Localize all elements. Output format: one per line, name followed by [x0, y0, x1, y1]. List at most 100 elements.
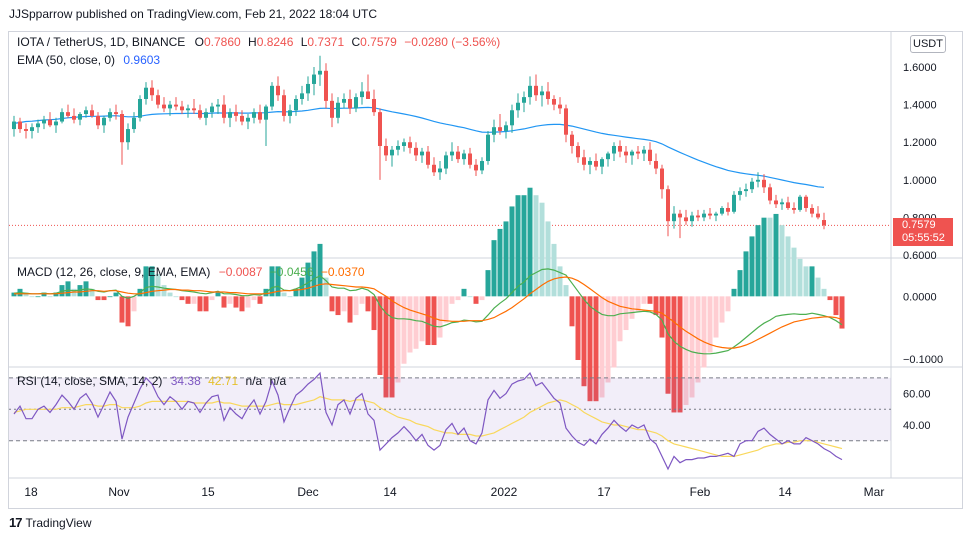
candle-body	[504, 125, 508, 131]
candle-body	[480, 161, 484, 171]
macd-histogram-bar	[317, 243, 323, 297]
time-tick-label: 17	[597, 485, 611, 499]
ema-label[interactable]: EMA (50, close, 0)	[17, 53, 116, 67]
macd-histogram-bar	[419, 296, 425, 342]
macd-histogram-bar	[719, 296, 725, 323]
candle-body	[678, 213, 682, 218]
candle-body	[612, 145, 616, 154]
price-tick-label: 0.6000	[903, 250, 937, 262]
macd-histogram-bar	[47, 296, 53, 298]
price-tick-label: 1.0000	[903, 175, 937, 187]
macd-histogram-bar	[185, 296, 191, 304]
price-legend: IOTA / TetherUS, 1D, BINANCE O0.7860 H0.…	[17, 35, 500, 49]
macd-histogram-bar	[557, 266, 563, 297]
candle-body	[396, 145, 400, 150]
time-tick-label: 18	[24, 485, 38, 499]
macd-histogram-bar	[227, 296, 233, 304]
macd-histogram-bar	[533, 195, 539, 297]
time-tick-label: 14	[778, 485, 792, 499]
macd-histogram-bar	[119, 296, 125, 323]
candle-body	[342, 98, 346, 103]
currency-button[interactable]: USDT	[910, 35, 946, 53]
macd-histogram-bar	[773, 213, 779, 297]
macd-histogram-bar	[437, 296, 443, 338]
macd-histogram-bar	[311, 251, 317, 297]
rsi-label[interactable]: RSI (14, close, SMA, 14, 2)	[17, 374, 163, 388]
macd-histogram-bar	[149, 266, 155, 297]
macd-histogram-bar	[575, 296, 581, 361]
candle-body	[498, 127, 502, 131]
rsi-legend: RSI (14, close, SMA, 14, 2) 34.38 42.71 …	[17, 374, 286, 388]
tradingview-logo[interactable]: 17 TradingView	[9, 515, 92, 530]
macd-histogram-bar	[527, 187, 533, 297]
candle-body	[414, 147, 418, 156]
macd-histogram-bar	[269, 266, 275, 297]
candle-body	[168, 104, 172, 109]
candle-body	[510, 110, 514, 126]
candle-body	[288, 110, 292, 116]
macd-histogram-bar	[839, 296, 845, 329]
macd-histogram-bar	[593, 296, 599, 402]
macd-line-value: −0.0456	[269, 265, 314, 279]
candle-body	[660, 168, 664, 190]
candle-body	[570, 134, 574, 146]
candle-body	[648, 149, 652, 162]
candle-body	[822, 220, 826, 226]
time-tick-label: Mar	[864, 485, 885, 499]
macd-histogram-bar	[383, 296, 389, 398]
candle-body	[792, 208, 796, 210]
macd-histogram-bar	[737, 270, 743, 297]
macd-histogram-bar	[779, 225, 785, 297]
candle-body	[66, 112, 70, 116]
macd-histogram-bar	[95, 296, 101, 301]
macd-histogram-bar	[209, 296, 215, 301]
candle-body	[774, 200, 778, 205]
candle-body	[438, 168, 442, 173]
candle-body	[12, 121, 16, 130]
macd-histogram-bar	[635, 296, 641, 312]
candle-body	[354, 97, 358, 109]
macd-histogram-bar	[245, 296, 251, 308]
macd-histogram-bar	[173, 296, 179, 298]
candle-body	[162, 104, 166, 109]
candle-body	[150, 87, 154, 96]
macd-histogram-bar	[329, 296, 335, 312]
rsi-tick-label: 40.00	[903, 420, 931, 432]
symbol-label[interactable]: IOTA / TetherUS, 1D, BINANCE	[17, 35, 186, 49]
candle-body	[576, 145, 580, 158]
rsi-line	[13, 371, 843, 471]
candle-body	[324, 70, 328, 101]
macd-histogram-bar	[77, 285, 83, 297]
candle-body	[420, 151, 424, 156]
macd-histogram-bar	[659, 296, 665, 338]
macd-histogram-bar	[377, 296, 383, 375]
candle-body	[732, 194, 736, 212]
candle-body	[378, 112, 382, 146]
candle-body	[564, 108, 568, 135]
candle-body	[264, 106, 268, 120]
macd-histogram-bar	[665, 296, 671, 394]
rsi-bb-upper: n/a	[245, 374, 263, 388]
macd-tick-label: 0.0000	[903, 291, 937, 303]
candle-body	[402, 142, 406, 146]
macd-legend: MACD (12, 26, close, 9, EMA, EMA) −0.008…	[17, 265, 365, 279]
candle-body	[186, 108, 190, 111]
macd-histogram-bar	[569, 296, 575, 327]
candle-body	[276, 85, 280, 96]
macd-label[interactable]: MACD (12, 26, close, 9, EMA, EMA)	[17, 265, 211, 279]
ema-value: 0.9603	[123, 53, 161, 67]
candle-body	[114, 112, 118, 115]
candle-body	[282, 95, 286, 116]
candle-body	[180, 106, 184, 111]
macd-histogram-bar	[683, 296, 689, 405]
macd-histogram-bar	[677, 296, 683, 413]
macd-histogram-bar	[611, 296, 617, 368]
macd-histogram-bar	[803, 266, 809, 297]
rsi-bb-lower: n/a	[269, 374, 287, 388]
macd-histogram-bar	[101, 296, 107, 301]
candle-body	[36, 123, 40, 128]
candle-body	[516, 102, 520, 111]
macd-histogram-bar	[359, 296, 365, 304]
macd-histogram-bar	[395, 296, 401, 383]
